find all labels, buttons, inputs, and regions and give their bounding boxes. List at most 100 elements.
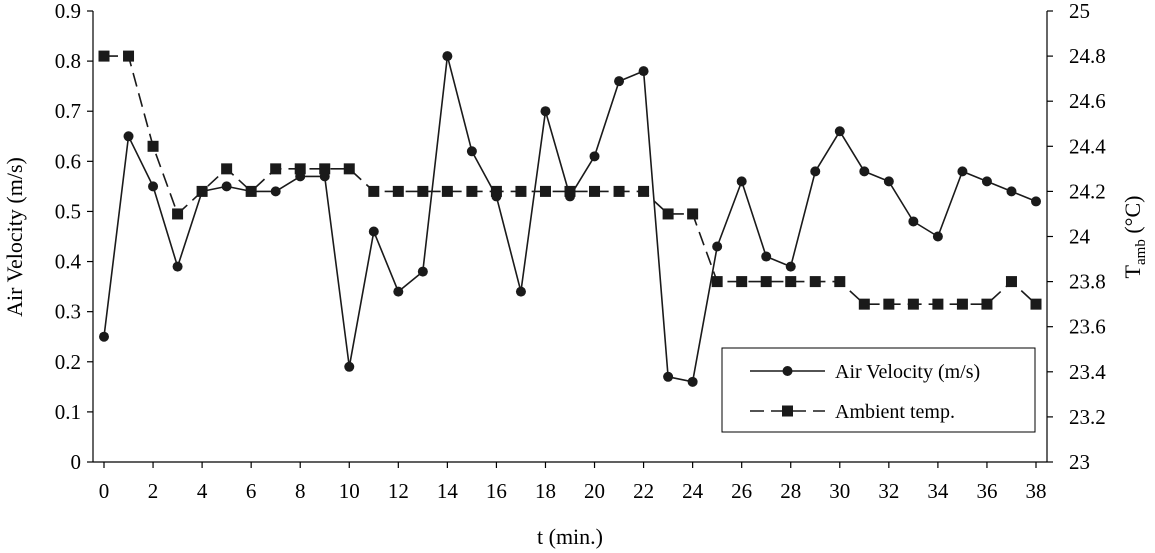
x-tick-label: 16 xyxy=(486,479,507,503)
y-axis-right-title-main: T xyxy=(1120,264,1145,278)
y-left-tick-label: 0.1 xyxy=(55,400,81,424)
air-velocity-point xyxy=(614,76,625,87)
y-left-tick-label: 0.7 xyxy=(55,99,81,123)
y-left-tick-label: 0.9 xyxy=(55,0,81,23)
x-tick-label: 24 xyxy=(682,479,704,503)
ambient-temp-point xyxy=(785,276,797,288)
y-right-tick-label: 24.2 xyxy=(1069,179,1106,203)
air-velocity-point xyxy=(908,216,919,227)
air-velocity-point xyxy=(344,361,355,372)
y-axis-right-title-suffix: (°C) xyxy=(1120,196,1145,240)
ambient-temp-point xyxy=(736,276,748,288)
y-left-tick-label: 0.6 xyxy=(55,149,81,173)
ambient-temp-point xyxy=(834,276,846,288)
ambient-temp-point xyxy=(515,185,527,197)
x-tick-label: 38 xyxy=(1026,479,1047,503)
x-tick-label: 34 xyxy=(927,479,949,503)
air-velocity-point xyxy=(638,66,649,77)
air-velocity-point xyxy=(1031,196,1041,207)
y-left-tick-label: 0 xyxy=(71,450,82,474)
air-velocity-point xyxy=(883,176,894,187)
air-velocity-point xyxy=(859,166,870,177)
ambient-temp-point xyxy=(613,185,625,197)
y-axis-left-title: Air Velocity (m/s) xyxy=(2,157,27,317)
y-left-tick-label: 0.4 xyxy=(55,250,82,274)
y-axis-right-title-sub: amb xyxy=(1133,239,1149,265)
axes xyxy=(87,10,1053,468)
air-velocity-point xyxy=(712,241,723,252)
ambient-temp-point xyxy=(1005,276,1017,288)
x-tick-label: 6 xyxy=(246,479,257,503)
ambient-temp-point xyxy=(196,185,208,197)
air-velocity-point xyxy=(99,331,109,342)
y-right-tick-label: 23.4 xyxy=(1069,360,1106,384)
tick-labels: 00.10.20.30.40.50.60.70.80.92323.223.423… xyxy=(55,0,1107,503)
air-velocity-point xyxy=(123,131,134,142)
air-velocity-point xyxy=(1006,186,1017,197)
ambient-temp-point xyxy=(441,185,453,197)
ambient-temp-point xyxy=(662,208,674,220)
y-left-tick-label: 0.3 xyxy=(55,300,81,324)
ambient-temp-point xyxy=(956,298,968,310)
ambient-temp-point xyxy=(932,298,944,310)
ambient-temp-point xyxy=(466,185,478,197)
legend-marker-air-velocity xyxy=(782,366,793,376)
ambient-temp-point xyxy=(589,185,601,197)
air-velocity-point xyxy=(663,371,674,382)
ambient-temp-point xyxy=(147,140,159,152)
legend-label-air-velocity: Air Velocity (m/s) xyxy=(835,361,980,383)
air-velocity-point xyxy=(417,266,428,277)
ambient-temp-point xyxy=(981,298,993,310)
y-right-tick-label: 23.2 xyxy=(1069,405,1106,429)
ambient-temp-point xyxy=(270,163,282,175)
x-tick-label: 22 xyxy=(633,479,654,503)
ambient-temp-point xyxy=(564,185,576,197)
ambient-temp-point xyxy=(490,185,502,197)
ambient-temp-point xyxy=(1030,298,1042,310)
air-velocity-point xyxy=(736,176,747,187)
y-right-tick-label: 24 xyxy=(1069,225,1091,249)
air-velocity-point xyxy=(810,166,821,177)
ambient-temp-point xyxy=(638,185,650,197)
legend-marker-ambient-temp xyxy=(782,405,793,417)
air-velocity-point xyxy=(932,231,943,242)
ambient-temp-point xyxy=(883,298,895,310)
series-line-air-velocity xyxy=(103,55,1037,383)
y-right-tick-label: 23.8 xyxy=(1069,270,1106,294)
legend-box xyxy=(721,347,1036,433)
air-velocity-point xyxy=(270,186,281,197)
air-velocity-point xyxy=(442,51,453,62)
x-tick-label: 18 xyxy=(535,479,556,503)
air-velocity-point xyxy=(981,176,992,187)
x-axis-title: t (min.) xyxy=(537,524,603,549)
x-tick-label: 20 xyxy=(584,479,605,503)
air-velocity-point xyxy=(393,286,404,297)
ambient-temp-point xyxy=(809,276,821,288)
x-tick-label: 30 xyxy=(829,479,850,503)
x-tick-label: 2 xyxy=(148,479,159,503)
x-tick-label: 8 xyxy=(295,479,306,503)
air-velocity-point xyxy=(761,251,772,262)
legend-label-ambient-temp: Ambient temp. xyxy=(835,401,955,423)
series xyxy=(98,50,1042,387)
ambient-temp-point xyxy=(417,185,429,197)
y-right-tick-label: 24.6 xyxy=(1069,89,1106,113)
ambient-temp-point xyxy=(221,163,233,175)
air-velocity-point xyxy=(368,226,379,237)
x-tick-label: 36 xyxy=(976,479,997,503)
x-tick-label: 26 xyxy=(731,479,752,503)
air-velocity-point xyxy=(834,126,845,137)
y-right-tick-label: 24.4 xyxy=(1069,134,1106,158)
ambient-temp-point xyxy=(98,50,110,62)
y-right-tick-label: 24.8 xyxy=(1069,44,1106,68)
x-tick-label: 32 xyxy=(878,479,899,503)
x-tick-label: 10 xyxy=(339,479,360,503)
series-line-ambient-temp xyxy=(104,55,1037,306)
x-tick-label: 14 xyxy=(437,479,459,503)
y-right-tick-label: 25 xyxy=(1069,0,1090,23)
ambient-temp-point xyxy=(760,276,772,288)
x-tick-label: 4 xyxy=(197,479,208,503)
ambient-temp-point xyxy=(294,163,306,175)
air-velocity-point xyxy=(466,146,477,157)
